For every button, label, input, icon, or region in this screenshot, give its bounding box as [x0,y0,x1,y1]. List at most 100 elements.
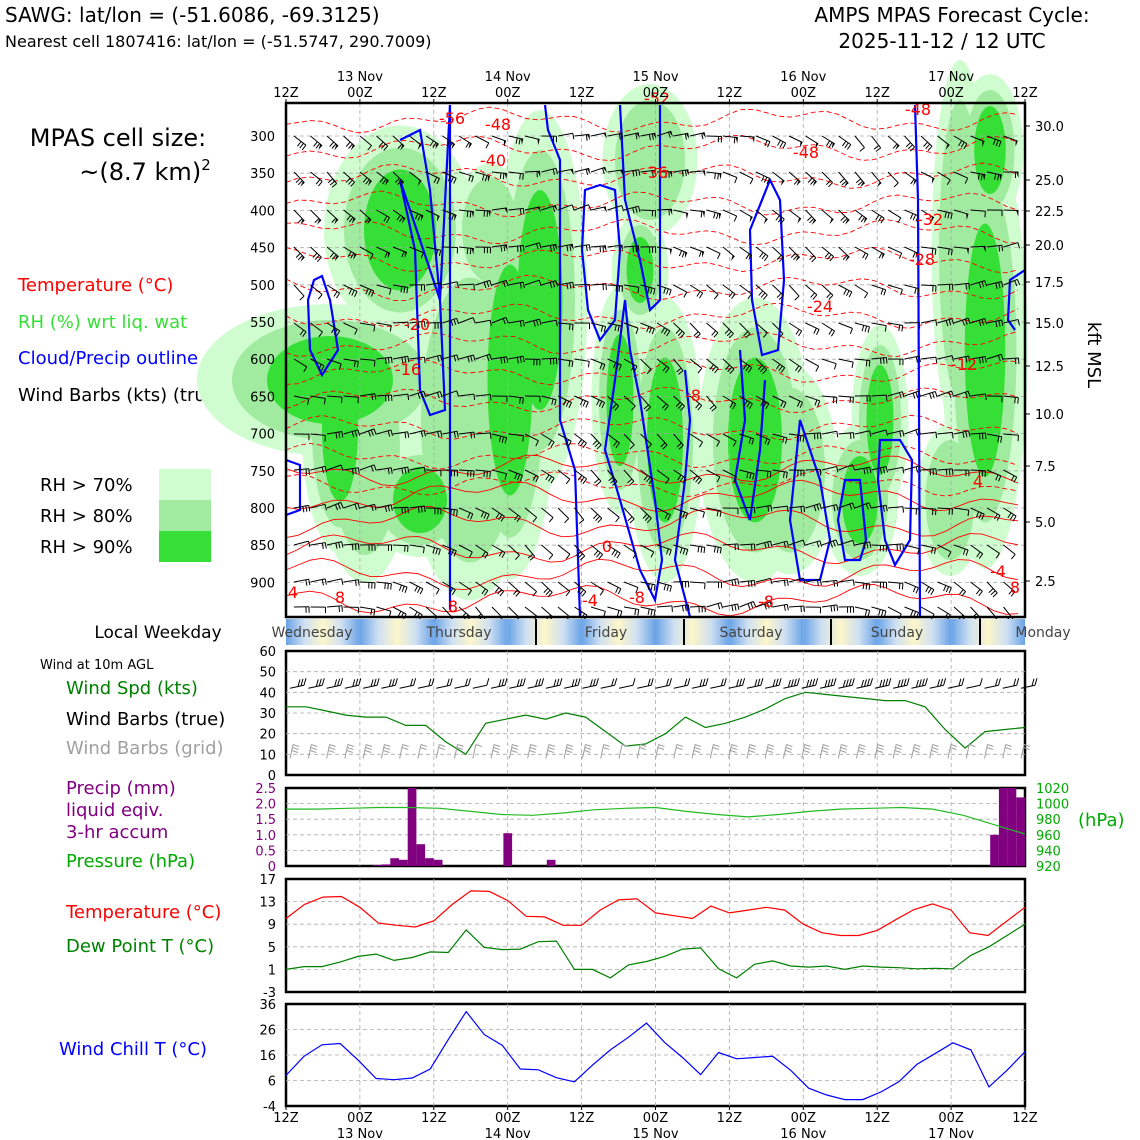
barb-feather [893,182,899,188]
daylight-band [951,619,989,645]
barb-shaft [359,606,375,610]
barb-feather [803,749,810,753]
barb-shaft [381,684,396,689]
barb-feather [729,368,735,374]
barb-feather [585,743,592,747]
wind-barb [920,431,938,439]
barb-shaft [308,684,323,689]
wind-barb [722,603,740,612]
wind-barb [673,246,688,259]
barb-feather [899,392,902,399]
barb-shaft [475,135,490,144]
wind-barb [343,209,356,224]
barb-feather [678,370,684,375]
barb-feather [882,357,885,364]
barb-shaft [508,433,524,436]
barb-feather [481,174,485,181]
barb-feather [793,255,798,261]
barb-feather [778,678,782,686]
barb-feather [580,476,585,483]
barb-feather [950,213,953,220]
barb-shaft [458,469,475,472]
wind-barb [491,395,508,403]
barb-shaft [970,245,986,248]
barb-flag [570,169,574,176]
barb-feather [517,246,519,253]
wind-barb [805,503,823,512]
barb-shaft [937,431,953,435]
barb-shaft [937,507,953,510]
barb-shaft [509,684,524,689]
barb-shaft [326,246,339,257]
barb-feather [532,591,537,597]
grid-wind-barb [435,743,446,759]
barb-feather [514,514,519,521]
barb-shaft [524,318,540,324]
barb-shaft [821,504,837,509]
wind-barb [310,578,327,586]
barb-feather [596,552,601,558]
barb-shaft [343,246,357,256]
barb-flag [537,171,541,178]
barb-shaft [590,132,606,137]
wind-barb [425,209,440,222]
wind-barb [491,544,506,559]
barb-shaft [920,135,933,147]
barb-feather [449,678,453,686]
barb-shaft [656,507,671,516]
barb-feather [465,678,468,686]
barb-feather [417,321,420,329]
barb-shaft [640,322,655,330]
temperature-contour-label: 8 [448,597,458,616]
barb-feather [511,749,518,753]
barb-feather [374,504,377,511]
wind-barb [739,580,756,588]
barb-flag [399,180,404,187]
barb-feather [830,330,836,337]
barb-feather [840,749,847,753]
temperature-contour-label: -12 [951,355,977,374]
barb-shaft [722,246,735,257]
barb-feather [468,678,471,686]
barb-feather [456,318,460,325]
barb-feather [489,320,492,327]
wind-barb [854,284,869,299]
wind-barb [871,544,887,552]
wind-barb [722,395,737,410]
grid-wind-barb [618,743,629,759]
barb-feather [555,280,559,287]
height-tick-label: 22.5 [1035,205,1064,220]
wind-barb [293,540,311,548]
barb-feather [643,475,649,481]
barb-shaft [343,135,356,147]
wind-barb [475,135,490,149]
barb-shaft [904,606,919,613]
barb-flag [983,174,986,181]
barb-feather [350,252,355,259]
barb-flag [300,219,305,225]
barb-feather [682,478,687,484]
wind-barb [640,169,657,177]
barb-shaft [887,466,903,471]
barb-feather [682,548,686,555]
barb-feather [912,586,917,593]
barb-shaft [541,395,557,401]
barb-shaft [764,744,769,759]
barb-feather [676,367,682,373]
barb-shaft [838,579,854,583]
barb-feather [354,328,358,335]
barb-shaft [656,605,673,608]
wind-barb [458,135,472,150]
wind-barb [953,317,971,326]
temperature-contour-label: -24 [807,297,833,316]
rh-legend-label: RH > 70% [40,475,133,496]
barb-shaft [673,395,685,407]
barb-feather [762,369,768,375]
wind-barb [904,284,920,295]
barb-feather [995,553,1000,559]
wind-barb [986,209,1003,217]
wind-barb [722,246,735,262]
barb-feather [305,505,308,512]
wind-barb [755,540,773,549]
wind-barb [656,130,674,139]
